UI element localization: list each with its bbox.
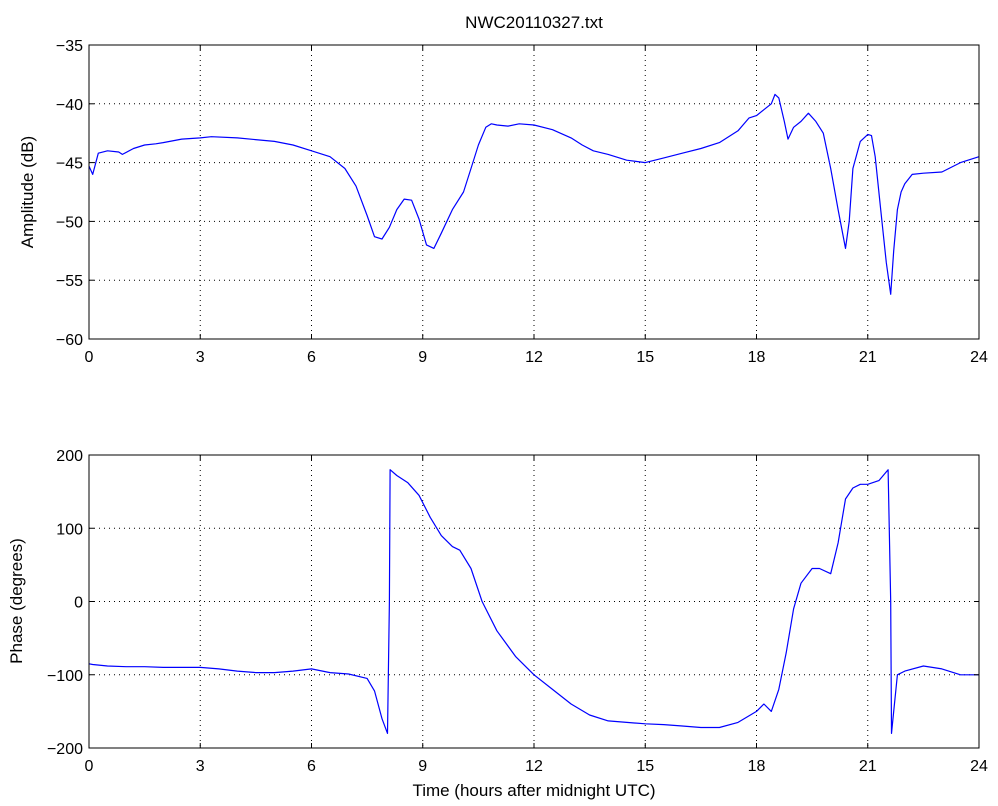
amplitude-y-tick-label: −40 xyxy=(56,97,83,114)
phase-y-tick-label: 200 xyxy=(56,448,83,465)
amplitude-axes: NWC20110327.txt Amplitude (dB) 0 3 6 9 12 15 1… xyxy=(18,13,988,366)
amplitude-y-tick-label: −35 xyxy=(56,38,83,55)
amplitude-y-tick-label: −50 xyxy=(56,214,83,231)
amplitude-x-tick-label: 18 xyxy=(748,349,766,366)
amplitude-x-tick-label: 6 xyxy=(307,349,316,366)
amplitude-axes-frame xyxy=(88,44,980,340)
phase-x-tick-label: 6 xyxy=(307,758,316,775)
amplitude-x-tick-label: 0 xyxy=(85,349,94,366)
amplitude-x-tick-label: 9 xyxy=(418,349,427,366)
phase-x-tick-label: 21 xyxy=(859,758,877,775)
amplitude-y-tick-label: −45 xyxy=(56,156,83,173)
amplitude-x-tick-label: 3 xyxy=(196,349,205,366)
amplitude-x-tick-label: 24 xyxy=(970,349,988,366)
phase-x-tick-label: 24 xyxy=(970,758,988,775)
chart-title: NWC20110327.txt xyxy=(465,13,603,32)
phase-axes: Phase (degrees) Time (hours after midnig… xyxy=(7,448,988,800)
phase-x-tick-label: 9 xyxy=(418,758,427,775)
amplitude-y-axis-label: Amplitude (dB) xyxy=(18,136,37,248)
phase-x-tick-label: 18 xyxy=(748,758,766,775)
phase-y-tick-label: −200 xyxy=(47,741,83,758)
amplitude-x-tick-label: 21 xyxy=(859,349,877,366)
phase-series-line xyxy=(88,469,979,734)
phase-y-tick-label: 0 xyxy=(74,595,83,612)
amplitude-y-tick-label: −60 xyxy=(56,332,83,349)
phase-x-tick-label: 15 xyxy=(636,758,654,775)
phase-x-tick-label: 3 xyxy=(196,758,205,775)
phase-y-tick-label: 100 xyxy=(56,521,83,538)
amplitude-x-tick-label: 15 xyxy=(636,349,654,366)
time-x-axis-label: Time (hours after midnight UTC) xyxy=(412,781,655,800)
amplitude-x-tick-label: 12 xyxy=(525,349,543,366)
amplitude-y-tick-label: −55 xyxy=(56,273,83,290)
phase-x-tick-label: 12 xyxy=(525,758,543,775)
phase-x-tick-label: 0 xyxy=(85,758,94,775)
phase-y-axis-label: Phase (degrees) xyxy=(7,538,26,664)
amplitude-series-line xyxy=(88,93,980,295)
phase-y-tick-label: −100 xyxy=(47,668,83,685)
